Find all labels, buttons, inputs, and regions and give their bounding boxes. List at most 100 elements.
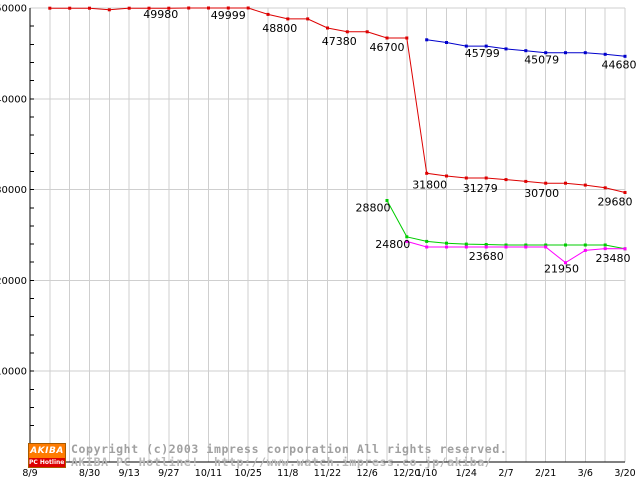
price-series-blue-marker bbox=[425, 38, 429, 42]
x-tick-label: 12/20 bbox=[393, 468, 420, 479]
price-series-green-marker bbox=[504, 243, 508, 247]
price-series-red-marker bbox=[385, 36, 389, 40]
point-label: 49980 bbox=[143, 8, 178, 21]
price-series-magenta-marker bbox=[445, 245, 448, 249]
x-tick-label: 11/8 bbox=[277, 468, 298, 479]
x-tick-label: 9/13 bbox=[119, 468, 140, 479]
grid-lines bbox=[29, 7, 626, 462]
y-axis-minor-ticks bbox=[30, 25, 34, 445]
price-series-green-marker bbox=[425, 239, 429, 243]
price-series-blue-marker bbox=[484, 44, 488, 48]
price-series-red-marker bbox=[187, 6, 191, 10]
price-series-red-marker bbox=[564, 181, 567, 185]
axes bbox=[29, 8, 625, 463]
price-series-red-marker bbox=[504, 178, 508, 182]
price-series-red-marker bbox=[107, 8, 111, 12]
price-series-red-marker bbox=[226, 6, 230, 10]
point-label: 49999 bbox=[211, 9, 246, 22]
price-series-magenta-marker bbox=[464, 245, 468, 249]
price-series-red-marker bbox=[464, 176, 468, 180]
y-tick-label: 20000 bbox=[0, 276, 27, 287]
y-tick-label: 50000 bbox=[0, 4, 27, 15]
price-series-green-marker bbox=[405, 235, 409, 239]
x-tick-label: 3/6 bbox=[578, 468, 593, 479]
point-label: 47380 bbox=[322, 35, 357, 48]
price-series-red-marker bbox=[326, 26, 329, 30]
price-series-blue-marker bbox=[524, 49, 528, 53]
point-label: 48800 bbox=[262, 22, 297, 35]
x-tick-label: 8/30 bbox=[79, 468, 100, 479]
price-series-red-marker bbox=[445, 174, 448, 178]
price-series-magenta-marker bbox=[504, 245, 508, 249]
x-tick-label: 1/10 bbox=[416, 468, 437, 479]
price-series-blue-marker bbox=[623, 54, 627, 58]
x-tick-label: 3/20 bbox=[614, 468, 635, 479]
point-label: 28800 bbox=[356, 202, 391, 215]
price-series-red-marker bbox=[345, 30, 349, 34]
point-label: 23480 bbox=[596, 252, 631, 265]
price-series-blue-marker bbox=[564, 51, 567, 55]
price-series-magenta-marker bbox=[603, 247, 607, 251]
price-series-red-marker bbox=[583, 183, 587, 187]
price-series-red-line bbox=[49, 7, 626, 193]
point-label: 45079 bbox=[524, 54, 559, 67]
y-tick-label: 10000 bbox=[0, 367, 27, 378]
x-tick-label: 2/7 bbox=[498, 468, 513, 479]
price-series-green-marker bbox=[484, 243, 488, 246]
price-series-magenta-marker bbox=[524, 245, 528, 249]
point-label: 31279 bbox=[463, 182, 498, 195]
price-series-green-marker bbox=[583, 243, 587, 247]
y-tick-label: 30000 bbox=[0, 185, 27, 196]
price-series-magenta-marker bbox=[425, 245, 429, 249]
x-tick-label: 10/11 bbox=[195, 468, 222, 479]
price-series-magenta-line bbox=[406, 240, 626, 264]
price-series-red-marker bbox=[524, 179, 528, 183]
point-label: 23680 bbox=[469, 250, 504, 263]
price-series-blue-marker bbox=[464, 44, 468, 48]
price-series-green-marker bbox=[564, 243, 567, 247]
price-series-red-marker bbox=[425, 171, 429, 175]
price-series-green-marker bbox=[544, 243, 548, 247]
price-series-red-marker bbox=[365, 30, 369, 34]
price-series-magenta-marker bbox=[484, 245, 488, 249]
price-series-magenta-marker bbox=[405, 239, 409, 243]
price-series-green-marker bbox=[445, 241, 448, 245]
price-series-red-marker bbox=[88, 6, 91, 10]
price-series-red-marker bbox=[623, 191, 627, 194]
x-tick-label: 11/22 bbox=[314, 468, 341, 479]
price-series-red-marker bbox=[48, 6, 52, 10]
y-tick-label: 40000 bbox=[0, 94, 27, 105]
x-tick-label: 1/24 bbox=[456, 468, 477, 479]
x-tick-label: 2/21 bbox=[535, 468, 556, 479]
price-series-red-marker bbox=[405, 36, 409, 40]
price-series-blue-marker bbox=[445, 41, 448, 44]
price-series-red-marker bbox=[207, 6, 210, 10]
point-label: 29680 bbox=[598, 196, 633, 209]
point-label: 21950 bbox=[544, 263, 579, 276]
x-tick-label: 10/25 bbox=[235, 468, 262, 479]
x-tick-label: 8/9 bbox=[22, 468, 37, 479]
price-series-red-marker bbox=[147, 6, 151, 10]
price-series-green-marker bbox=[464, 242, 468, 246]
price-series-magenta-marker bbox=[583, 248, 587, 252]
price-series-red-marker bbox=[544, 181, 548, 185]
x-tick-label: 12/6 bbox=[357, 468, 378, 479]
x-tick-label: 9/27 bbox=[158, 468, 179, 479]
price-series-blue-marker bbox=[583, 51, 587, 55]
price-series-red-marker bbox=[246, 6, 250, 10]
point-label: 45799 bbox=[465, 47, 500, 60]
point-label: 30700 bbox=[524, 187, 559, 200]
point-label: 24800 bbox=[375, 238, 410, 251]
price-series-magenta-marker bbox=[564, 261, 567, 265]
price-series-red-marker bbox=[167, 6, 171, 10]
price-series-red-marker bbox=[306, 17, 310, 21]
point-label: 46700 bbox=[370, 41, 405, 54]
price-series-red-marker bbox=[68, 6, 72, 10]
point-label: 44680 bbox=[602, 58, 637, 71]
price-series-green-marker bbox=[603, 243, 607, 247]
price-series-red-marker bbox=[127, 6, 131, 10]
price-series-red-marker bbox=[266, 12, 270, 16]
